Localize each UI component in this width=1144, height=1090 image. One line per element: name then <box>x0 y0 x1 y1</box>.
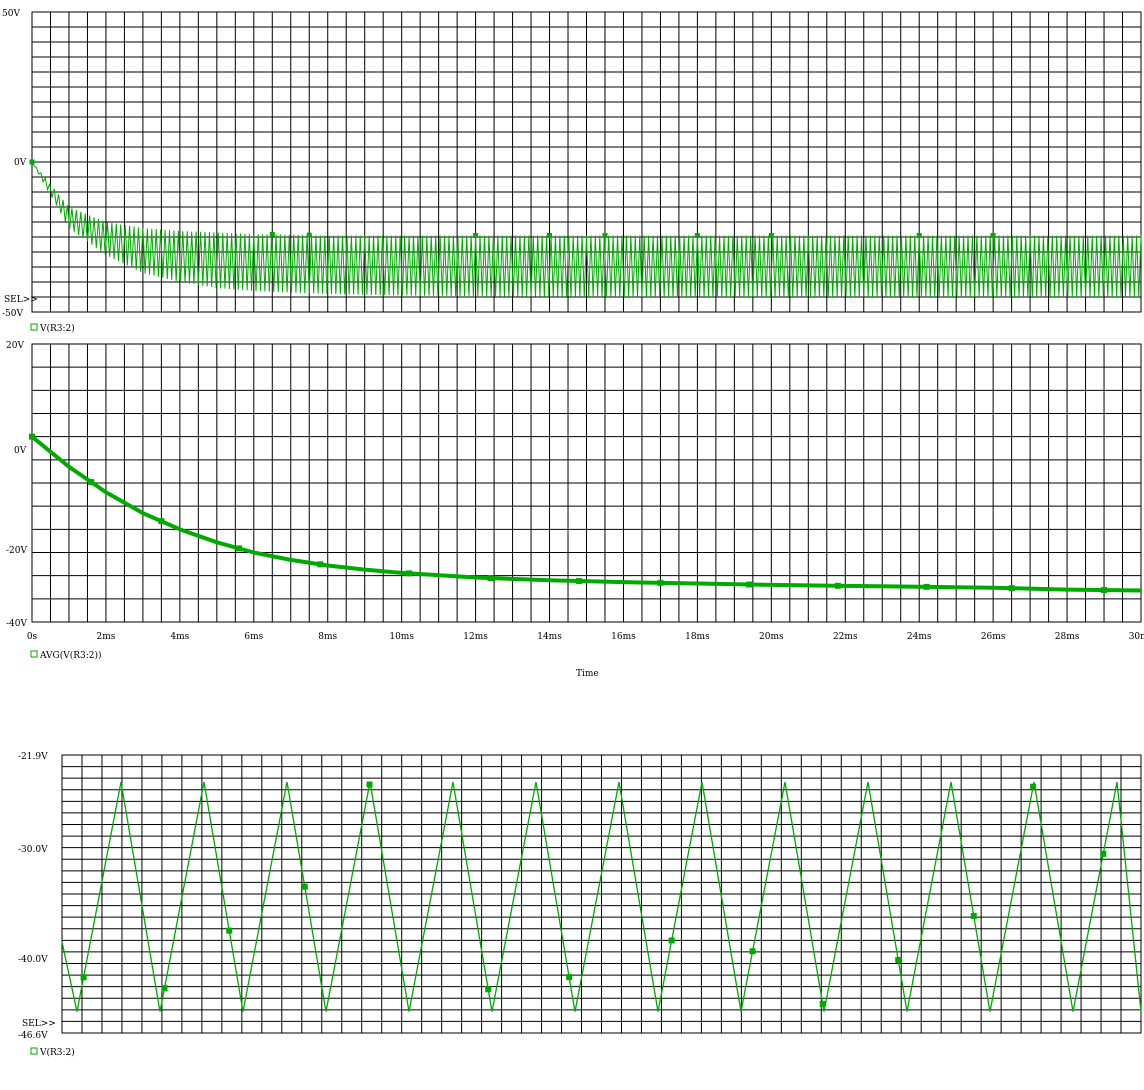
mid-x-tick-labels: 0s 2ms 4ms 6ms 8ms 10ms 12ms 14ms 16ms 18ms 20ms 22… <box>27 632 1144 642</box>
bot-trace-marker <box>161 985 168 992</box>
bot-trace-marker <box>1100 850 1107 857</box>
mid-y-tick-neg20: -20V <box>6 546 27 556</box>
mid-trace-marker <box>657 579 664 586</box>
mid-trace-marker <box>29 433 35 440</box>
middle-plot-trace <box>29 433 1142 594</box>
mid-x-tick-label: 0s <box>27 632 38 642</box>
top-trace-marker <box>547 233 553 238</box>
mid-trace-marker <box>923 583 930 590</box>
bot-y-tick-max: -21.9V <box>18 752 48 762</box>
bot-trace-marker <box>1030 783 1037 790</box>
mid-y-tick-neg40: -40V <box>6 619 27 629</box>
middle-plot: 20V 0V -20V -40V 0s 2ms 4ms 6ms 8ms 10ms 12ms 1… <box>6 341 1144 679</box>
bot-sel-marker: SEL>> <box>22 1019 56 1029</box>
bot-trace-marker <box>749 948 756 955</box>
x-axis-title: Time <box>576 669 599 679</box>
top-legend-label[interactable]: V(R3:2) <box>39 323 75 334</box>
bot-trace-marker <box>970 912 977 919</box>
top-trace-marker <box>473 233 479 238</box>
top-trace-marker <box>768 233 774 238</box>
mid-x-tick-label: 26ms <box>981 632 1006 642</box>
bottom-plot-grid <box>61 754 1142 1034</box>
top-trace-marker <box>29 159 35 165</box>
mid-x-tick-label: 28ms <box>1055 632 1080 642</box>
bot-trace-line <box>61 781 1142 1012</box>
top-sel-marker: SEL>> <box>4 295 38 305</box>
mid-trace-marker <box>746 581 753 588</box>
bot-trace-marker <box>80 974 87 981</box>
bot-trace-marker <box>226 927 233 934</box>
bot-y-tick-min: -46.6V <box>18 1031 48 1041</box>
top-plot: 50V 0V -50V SEL>> V(R3:2) <box>2 9 1142 334</box>
top-legend-symbol[interactable] <box>30 323 38 331</box>
mid-trace-marker <box>1008 585 1015 592</box>
mid-trace-marker <box>158 518 165 525</box>
mid-trace-marker <box>406 570 413 577</box>
top-plot-trace <box>29 159 1142 298</box>
mid-trace-marker <box>834 582 841 589</box>
top-plot-grid <box>31 11 1142 313</box>
bot-trace-marker <box>366 781 373 788</box>
middle-plot-grid <box>31 343 1142 623</box>
bottom-plot: -21.9V -30.0V -40.0V -46.6V SEL>> V(R3:2… <box>18 752 1142 1058</box>
bot-trace-marker <box>566 974 573 981</box>
mid-x-tick-label: 30ms <box>1129 632 1144 642</box>
mid-x-tick-label: 8ms <box>318 632 337 642</box>
mid-trace-marker <box>236 545 243 552</box>
mid-legend-symbol[interactable] <box>30 650 38 658</box>
top-trace-marker <box>602 233 608 238</box>
mid-x-tick-label: 10ms <box>389 632 414 642</box>
mid-x-tick-label: 20ms <box>759 632 784 642</box>
mid-trace-marker <box>317 561 324 568</box>
bot-trace-marker <box>485 986 492 993</box>
mid-trace-line <box>30 435 1142 593</box>
mid-x-tick-label: 24ms <box>907 632 932 642</box>
bot-y-tick-40: -40.0V <box>18 955 48 965</box>
mid-x-tick-label: 2ms <box>96 632 115 642</box>
top-trace-line <box>31 161 1142 298</box>
mid-x-tick-label: 18ms <box>685 632 710 642</box>
mid-trace-marker <box>487 575 494 582</box>
bot-trace-marker <box>668 937 675 944</box>
top-trace-marker <box>694 233 700 238</box>
bot-legend-label[interactable]: V(R3:2) <box>39 1047 75 1058</box>
top-y-tick-zero: 0V <box>14 158 27 168</box>
mid-trace-marker <box>576 578 583 585</box>
mid-legend-label[interactable]: AVG(V(R3:2)) <box>39 650 102 661</box>
top-y-tick-min: -50V <box>2 309 23 319</box>
top-trace-marker <box>916 233 922 238</box>
top-y-tick-max: 50V <box>2 9 20 19</box>
mid-trace-marker <box>88 479 95 486</box>
bot-legend-symbol[interactable] <box>30 1047 38 1055</box>
bot-trace-marker <box>301 883 308 890</box>
bottom-plot-trace <box>61 781 1142 1012</box>
mid-x-tick-label: 6ms <box>244 632 263 642</box>
bot-trace-marker <box>819 1000 826 1007</box>
mid-y-tick-20: 20V <box>6 341 24 351</box>
mid-x-tick-label: 12ms <box>463 632 488 642</box>
mid-x-tick-label: 4ms <box>170 632 189 642</box>
top-trace-marker <box>306 232 312 238</box>
mid-y-tick-0: 0V <box>14 446 27 456</box>
top-trace-marker <box>990 233 996 238</box>
mid-x-tick-label: 16ms <box>611 632 636 642</box>
bot-y-tick-30: -30.0V <box>18 845 48 855</box>
bot-trace-marker <box>895 956 902 963</box>
mid-trace-marker <box>1101 587 1108 594</box>
mid-x-tick-label: 22ms <box>833 632 858 642</box>
mid-x-tick-label: 14ms <box>537 632 562 642</box>
top-trace-marker <box>269 231 275 237</box>
